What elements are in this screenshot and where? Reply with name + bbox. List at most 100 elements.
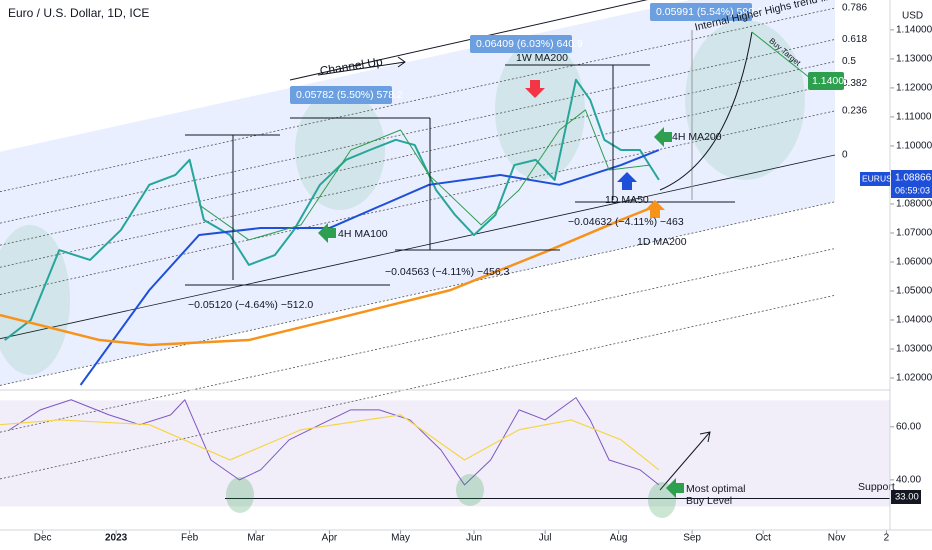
support-box [891, 490, 921, 504]
arrow-green [318, 223, 336, 243]
annotation: 0.05991 (5.54%) 599.1 [656, 6, 763, 18]
y-tick-label: 1.06000 [896, 257, 932, 268]
x-tick-label: Mar [247, 533, 265, 544]
symbol: EURUSD [862, 173, 898, 183]
zone [685, 20, 805, 180]
channel-line [0, 201, 836, 386]
y-tick-label: 1.08000 [896, 199, 932, 210]
annotation: Most optimal [686, 483, 746, 495]
fib-line [0, 7, 836, 193]
series-line [0, 414, 660, 471]
zone [648, 482, 676, 518]
annotation: −0.05120 (−4.64%) −512.0 [188, 299, 313, 311]
fib-line [0, 39, 836, 224]
fib-line [0, 83, 836, 268]
zone [295, 90, 385, 210]
fib-label: 0.786 [842, 3, 867, 14]
channel-arrow [317, 56, 406, 76]
price: 1.08866 [895, 173, 932, 184]
rsi-zones [226, 474, 676, 518]
x-tick-label: Nov [828, 533, 846, 544]
countdown: 06:59:03 [895, 185, 930, 195]
y-tick-label: 1.07000 [896, 228, 932, 239]
y-tick-label: 1.12000 [896, 83, 932, 94]
annotation: 1D MA50 [605, 194, 649, 206]
fib-label: 0.236 [842, 106, 867, 117]
fib-label: 0 [842, 150, 848, 161]
symbol-box [860, 172, 890, 186]
chart-title: Euro / U.S. Dollar, 1D, ICE [8, 6, 149, 20]
x-tick-label: Aug [610, 533, 628, 544]
projection-arrow [659, 31, 753, 191]
series-line [0, 203, 660, 347]
annotation: Buy Level [686, 495, 732, 507]
x-tick-label: Jul [539, 533, 552, 544]
annotation: 1W MA200 [516, 52, 568, 64]
zone [226, 477, 254, 513]
annotation: Support [858, 481, 895, 493]
fib-line [0, 154, 836, 340]
arrow-red [525, 80, 545, 98]
price-box [891, 170, 932, 198]
y-tick-label: 1.14000 [896, 25, 932, 36]
series-line [4, 78, 660, 341]
y-tick-label: 60.00 [896, 421, 921, 432]
arrow-green [654, 127, 672, 147]
channel-line [0, 294, 836, 480]
rsi-arrow [659, 431, 711, 491]
zone [0, 225, 70, 375]
annotation: −0.04563 (−4.11%) −456.3 [385, 266, 510, 278]
x-tick-label: Dec [34, 533, 52, 544]
y-tick-label: 1.03000 [896, 344, 932, 355]
fib-label: 0.618 [842, 34, 867, 45]
series-line [79, 149, 660, 386]
annotation: 0.06409 (6.03%) 640.9 [476, 38, 583, 50]
y-tick-label: 1.13000 [896, 54, 932, 65]
fib-line [0, 110, 836, 295]
arrow-orange [645, 200, 665, 218]
x-tick-label: Jun [466, 533, 482, 544]
plot-layer: 1.02000 1.03000 1.04000 1.05000 1.06000 1.070… [0, 25, 932, 544]
currency: USD [902, 11, 923, 22]
measurements [185, 0, 811, 491]
x-tick-label: May [391, 533, 410, 544]
x-tick-label: 2 [884, 533, 890, 544]
x-tick-label: Oct [755, 533, 771, 544]
annotation: 1D MA200 [637, 236, 687, 248]
x-tick-label: Feb [181, 533, 199, 544]
x-tick-label: Apr [322, 533, 338, 544]
fib-label: 0.382 [842, 78, 867, 89]
y-tick-label: 40.00 [896, 475, 921, 486]
y-tick-label: 1.04000 [896, 315, 932, 326]
y-tick-label: 1.11000 [896, 112, 932, 123]
x-tick-label: Sep [683, 533, 701, 544]
fib-line [0, 61, 836, 246]
y-tick-label: 1.02000 [896, 373, 932, 384]
annotation: 4H MA200 [672, 131, 722, 143]
label-box [650, 3, 752, 21]
arrow-green [666, 478, 684, 498]
label-box [290, 86, 392, 104]
series-line [198, 109, 650, 241]
fib-label: 0.5 [842, 56, 856, 67]
annotation: −0.04632 (−4.11%) −463 [568, 216, 684, 228]
channel-layer: 0.786 0.618 0.5 0.382 0.236 0 [0, 0, 867, 480]
x-tick-label: 2023 [105, 533, 128, 544]
rsi-band [0, 400, 890, 507]
annotation: 4H MA100 [338, 228, 388, 240]
support-value: 33.00 [895, 492, 919, 503]
y-tick-label: 1.10000 [896, 141, 932, 152]
annotation: 1.14000 [812, 75, 850, 87]
channel-line [0, 248, 836, 433]
annotation: 0.05782 (5.50%) 578.2 [296, 89, 403, 101]
target-line [751, 31, 811, 79]
highlight-zones [0, 20, 805, 375]
y-tick-label: 1.05000 [896, 286, 932, 297]
zone [456, 474, 484, 506]
channel-band [0, 0, 835, 386]
arrow-blue [617, 172, 637, 190]
label-box [470, 35, 572, 53]
target-box [808, 72, 844, 90]
